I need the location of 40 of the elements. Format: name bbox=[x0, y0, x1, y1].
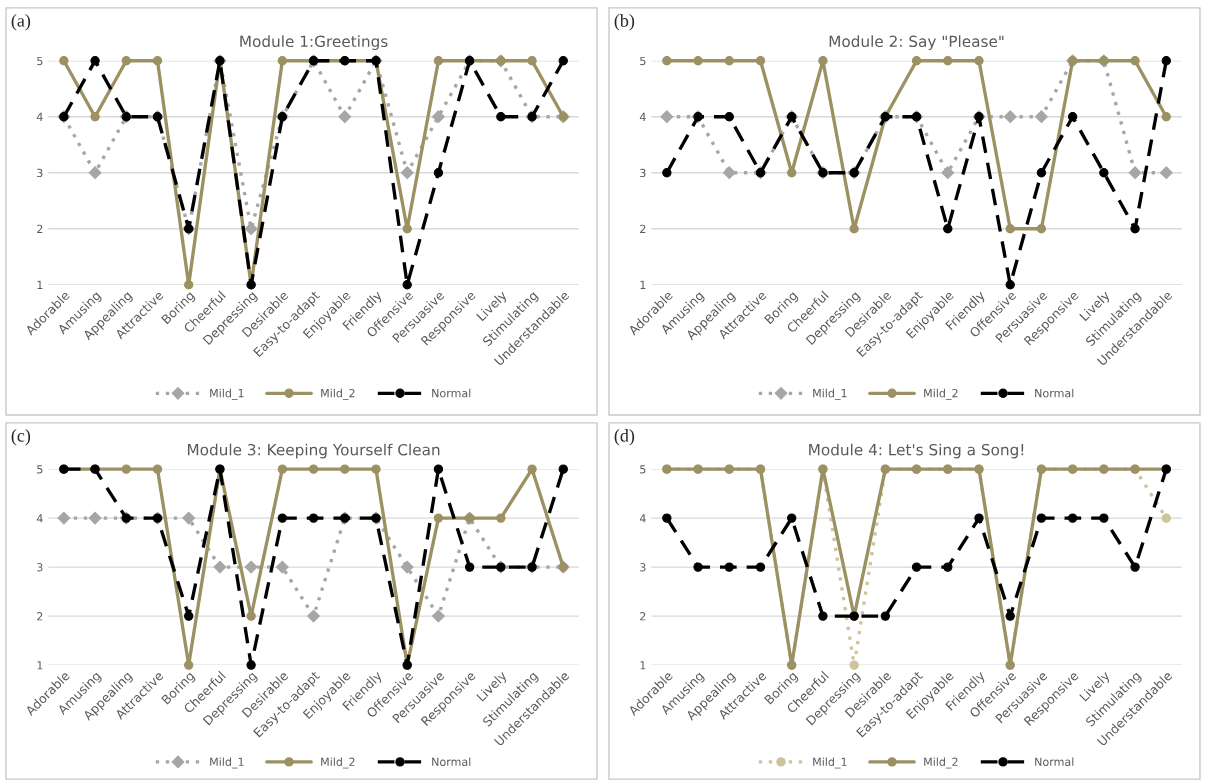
text: (b) bbox=[614, 14, 635, 31]
legend-label: Normal bbox=[432, 757, 471, 766]
legend-label: Mild_2 bbox=[924, 388, 958, 400]
y-tick-label: 4 bbox=[36, 514, 43, 523]
legend-label: Mild_1 bbox=[813, 388, 847, 400]
y-tick-label: 2 bbox=[37, 612, 43, 621]
y-tick-label: 5 bbox=[37, 56, 43, 66]
chart-title: Module 4: Let's Sing a Song! bbox=[809, 443, 1024, 459]
y-tick-label: 4 bbox=[639, 112, 646, 121]
text: (c) bbox=[11, 429, 31, 446]
y-tick-label: 2 bbox=[37, 224, 43, 233]
legend-label: Mild_1 bbox=[813, 757, 847, 769]
chart-title: Module 2: Say "Please" bbox=[829, 35, 1004, 51]
y-tick-label: 3 bbox=[37, 563, 43, 572]
legend-label: Normal bbox=[1035, 757, 1074, 766]
y-tick-label: 3 bbox=[37, 168, 43, 178]
legend-label: Mild_1 bbox=[210, 388, 244, 400]
text: (d) bbox=[614, 429, 635, 446]
legend-label: Mild_2 bbox=[321, 757, 355, 769]
y-tick-label: 2 bbox=[640, 612, 646, 621]
y-tick-label: 4 bbox=[36, 112, 43, 121]
y-tick-label: 3 bbox=[640, 563, 646, 572]
y-tick-label: 1 bbox=[640, 661, 646, 670]
y-tick-label: 5 bbox=[37, 465, 43, 474]
y-tick-label: 3 bbox=[640, 168, 646, 178]
y-tick-label: 1 bbox=[640, 280, 646, 289]
legend-label: Mild_2 bbox=[321, 388, 355, 400]
text: (a) bbox=[11, 14, 31, 31]
y-tick-label: 1 bbox=[37, 280, 43, 289]
y-tick-label: 1 bbox=[37, 661, 43, 670]
y-tick-label: 2 bbox=[640, 224, 646, 233]
legend-label: Normal bbox=[432, 388, 471, 398]
y-tick-label: 4 bbox=[639, 514, 646, 523]
legend-label: Normal bbox=[1035, 388, 1074, 398]
y-tick-label: 5 bbox=[640, 56, 646, 66]
legend-label: Mild_2 bbox=[924, 757, 958, 769]
chart-title: Module 3: Keeping Yourself Clean bbox=[187, 443, 440, 459]
chart-title: Module 1:Greetings bbox=[240, 35, 388, 51]
legend-label: Mild_1 bbox=[210, 757, 244, 769]
y-tick-label: 5 bbox=[640, 465, 646, 474]
